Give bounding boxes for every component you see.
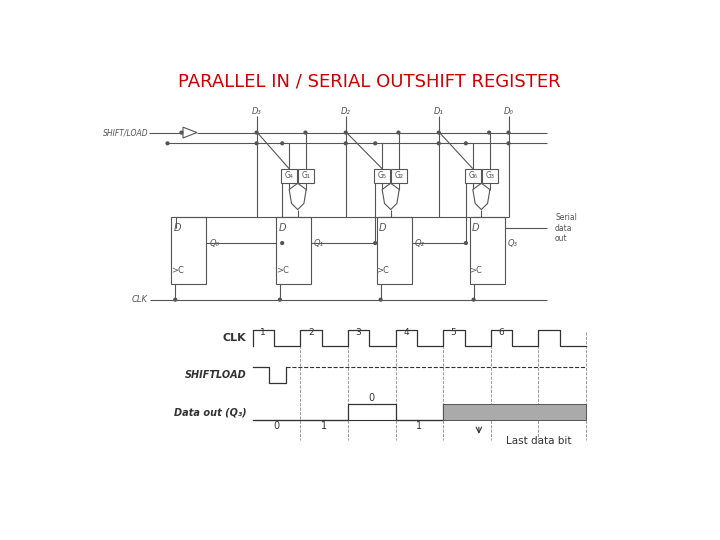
- Bar: [377, 217, 412, 284]
- Circle shape: [374, 242, 377, 245]
- Text: D₃: D₃: [252, 106, 261, 116]
- Text: Serial
data
out: Serial data out: [555, 213, 577, 243]
- Text: Q₂: Q₂: [415, 239, 425, 247]
- Bar: [482, 168, 498, 183]
- Bar: [282, 168, 297, 183]
- Circle shape: [281, 142, 284, 145]
- Polygon shape: [183, 127, 197, 138]
- Circle shape: [487, 131, 490, 134]
- Text: D₀: D₀: [503, 106, 513, 116]
- Circle shape: [180, 131, 183, 134]
- Circle shape: [464, 142, 467, 145]
- Text: 3: 3: [356, 328, 361, 338]
- Text: 0: 0: [274, 421, 279, 431]
- Text: D: D: [279, 223, 286, 233]
- Text: D: D: [472, 223, 480, 233]
- Text: G₁: G₁: [302, 171, 310, 180]
- Circle shape: [507, 131, 510, 134]
- Circle shape: [437, 142, 440, 145]
- Text: D: D: [174, 223, 181, 233]
- Polygon shape: [473, 184, 490, 210]
- Text: 4: 4: [403, 328, 409, 338]
- Text: >C: >C: [276, 266, 289, 275]
- Text: SHIFT/LOAD: SHIFT/LOAD: [102, 128, 148, 137]
- Text: D₁: D₁: [434, 106, 444, 116]
- Text: PARALLEL IN / SERIAL OUTSHIFT REGISTER: PARALLEL IN / SERIAL OUTSHIFT REGISTER: [178, 73, 560, 91]
- Text: Q₃: Q₃: [508, 239, 518, 247]
- Text: G₃: G₃: [485, 171, 495, 180]
- Text: G₄: G₄: [284, 171, 294, 180]
- Circle shape: [464, 242, 467, 245]
- Bar: [171, 217, 206, 284]
- Text: G₂: G₂: [395, 171, 404, 180]
- Text: Q₀: Q₀: [210, 239, 220, 247]
- Text: >C: >C: [469, 266, 482, 275]
- Bar: [465, 168, 481, 183]
- Circle shape: [174, 298, 176, 301]
- Circle shape: [437, 131, 440, 134]
- Circle shape: [281, 242, 284, 245]
- Bar: [444, 404, 586, 420]
- Circle shape: [379, 298, 382, 301]
- Circle shape: [255, 131, 258, 134]
- Text: D₂: D₂: [341, 106, 351, 116]
- Circle shape: [344, 142, 347, 145]
- Text: G₆: G₆: [468, 171, 477, 180]
- Circle shape: [344, 131, 347, 134]
- Text: 1: 1: [321, 421, 327, 431]
- Text: 2: 2: [308, 328, 314, 338]
- Bar: [276, 217, 311, 284]
- Text: Data out (Q₃): Data out (Q₃): [174, 407, 246, 417]
- Circle shape: [304, 131, 307, 134]
- Circle shape: [374, 142, 377, 145]
- Bar: [392, 168, 407, 183]
- Text: Last data bit: Last data bit: [506, 436, 572, 446]
- Circle shape: [472, 298, 475, 301]
- Polygon shape: [382, 184, 399, 210]
- Text: SHIFT̅LOAD: SHIFT̅LOAD: [185, 370, 246, 380]
- Text: CLK: CLK: [132, 295, 148, 304]
- Text: D: D: [379, 223, 387, 233]
- Bar: [299, 168, 314, 183]
- Text: 1: 1: [261, 328, 266, 338]
- Bar: [374, 168, 390, 183]
- Circle shape: [166, 142, 169, 145]
- Polygon shape: [289, 184, 306, 210]
- Text: 5: 5: [451, 328, 456, 338]
- Text: CLK: CLK: [223, 333, 246, 343]
- Circle shape: [279, 298, 282, 301]
- Text: >C: >C: [377, 266, 390, 275]
- Circle shape: [507, 142, 510, 145]
- Text: Q₁: Q₁: [314, 239, 324, 247]
- Text: 0: 0: [369, 393, 375, 403]
- Text: >C: >C: [171, 266, 184, 275]
- Circle shape: [397, 131, 400, 134]
- Text: 1: 1: [416, 421, 423, 431]
- Bar: [469, 217, 505, 284]
- Circle shape: [255, 142, 258, 145]
- Text: G₅: G₅: [378, 171, 387, 180]
- Text: 6: 6: [498, 328, 504, 338]
